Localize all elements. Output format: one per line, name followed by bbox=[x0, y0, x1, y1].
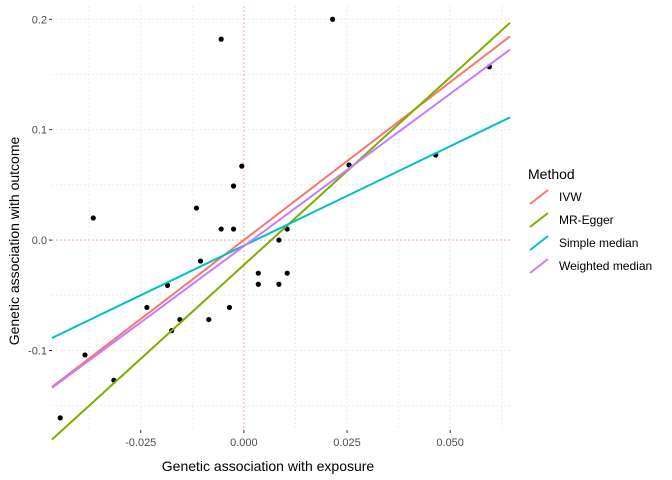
legend-key-ivw bbox=[529, 189, 549, 205]
x-tick-label: 0.025 bbox=[333, 437, 361, 449]
data-point bbox=[144, 304, 150, 311]
regression-lines bbox=[51, 22, 511, 441]
legend-label: Weighted median bbox=[559, 259, 652, 273]
legend-label: Simple median bbox=[559, 236, 638, 250]
data-point bbox=[239, 163, 245, 169]
data-point bbox=[276, 237, 282, 243]
y-axis-title: Genetic association with outcome bbox=[6, 137, 22, 346]
y-tick-label: 0.1 bbox=[32, 125, 47, 137]
legend-key-mr-egger bbox=[529, 212, 549, 228]
regression-line-mr-egger bbox=[51, 22, 511, 441]
y-tick-label: -0.1 bbox=[28, 346, 47, 358]
x-tick-label: -0.025 bbox=[125, 437, 156, 449]
data-point bbox=[90, 215, 96, 221]
data-point bbox=[206, 316, 212, 323]
y-axis-ticks: -0.1 0.0 0.1 0.2 bbox=[28, 14, 52, 358]
x-axis-ticks: -0.025 0.000 0.025 0.050 bbox=[125, 430, 464, 449]
data-point bbox=[218, 36, 224, 42]
data-point bbox=[197, 258, 204, 264]
data-point bbox=[218, 226, 224, 232]
data-point bbox=[255, 270, 261, 276]
data-point bbox=[230, 183, 237, 189]
data-point bbox=[255, 281, 261, 287]
legend: Method IVW MR-Egger Simple median Weighted … bbox=[528, 166, 652, 274]
regression-line-ivw bbox=[51, 35, 511, 388]
x-axis-title: Genetic association with exposure bbox=[162, 458, 375, 474]
legend-key-weighted-median bbox=[529, 258, 549, 274]
legend-label: IVW bbox=[559, 190, 582, 204]
y-tick-label: 0.2 bbox=[32, 14, 47, 26]
data-point bbox=[230, 226, 237, 232]
data-point bbox=[226, 304, 233, 311]
data-points bbox=[57, 16, 492, 421]
data-point bbox=[57, 415, 63, 421]
regression-line-simple-median bbox=[51, 116, 511, 339]
regression-line-weighted-median bbox=[51, 48, 511, 389]
grid bbox=[52, 6, 510, 430]
legend-title: Method bbox=[528, 166, 575, 182]
data-point bbox=[329, 16, 336, 22]
x-tick-label: 0.000 bbox=[230, 437, 258, 449]
data-point bbox=[276, 281, 282, 287]
data-point bbox=[82, 352, 88, 358]
legend-key-simple-median bbox=[529, 235, 549, 251]
legend-label: MR-Egger bbox=[559, 213, 614, 227]
data-point bbox=[284, 270, 290, 276]
y-tick-label: 0.0 bbox=[32, 235, 47, 247]
data-point bbox=[193, 205, 200, 211]
x-tick-label: 0.050 bbox=[436, 437, 464, 449]
